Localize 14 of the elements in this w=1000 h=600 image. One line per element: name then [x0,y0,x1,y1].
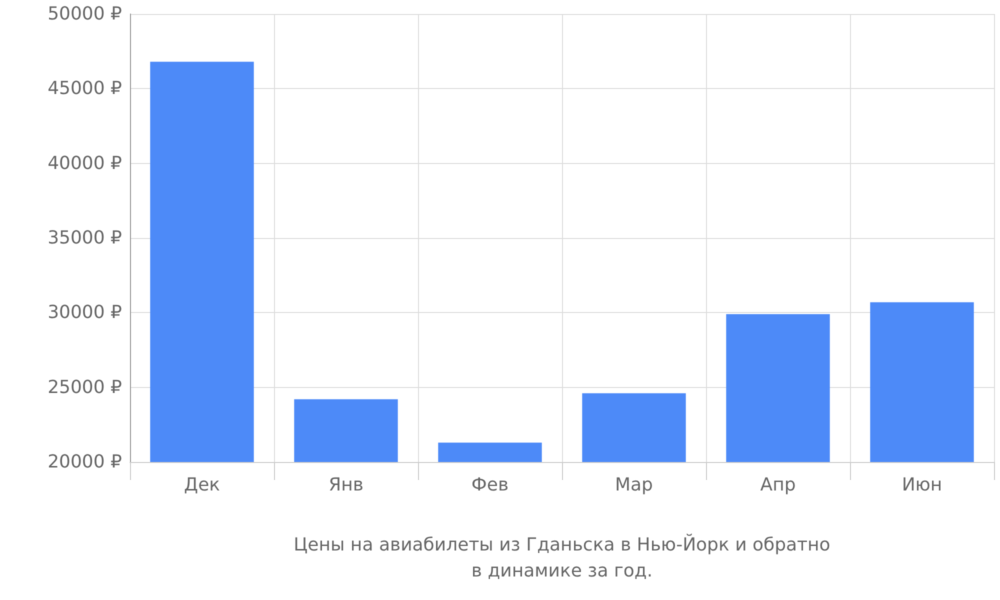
x-tick-label: Мар [615,474,653,496]
y-tick-label: 35000 ₽ [48,228,122,248]
x-tick-label: Янв [328,474,364,496]
x-axis-title: Цены на авиабилеты из Гданьска в Нью-Йорк и обратно в динамике за год. [294,534,830,582]
y-tick-label: 25000 ₽ [48,376,122,398]
x-tick-label: Фев [471,474,509,496]
y-tick-label: 40000 ₽ [48,152,122,174]
y-tick-label: 20000 ₽ [48,452,122,472]
x-tick-label: Дек [184,474,220,496]
y-tick-label: 50000 ₽ [48,4,122,24]
x-tick-label: Июн [902,474,942,496]
x-tick-label: Апр [760,474,796,496]
y-tick-label: 45000 ₽ [48,78,122,100]
y-tick-label: 30000 ₽ [48,302,122,324]
